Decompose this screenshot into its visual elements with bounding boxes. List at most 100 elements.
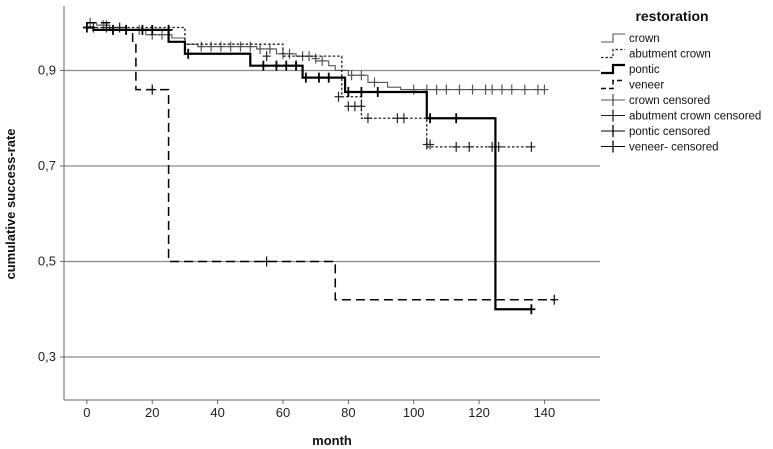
- censor-mark-abutment-crown: [357, 101, 366, 112]
- censor-mark-crown: [256, 43, 265, 54]
- censor-mark-crown: [318, 55, 327, 66]
- censor-mark-pontic: [184, 48, 193, 59]
- legend-entry: veneer- censored: [601, 140, 719, 154]
- legend-entry: crown: [601, 33, 660, 45]
- censor-mark-pontic: [301, 72, 310, 83]
- x-axis-title: month: [312, 433, 352, 448]
- legend-label: veneer: [629, 80, 664, 92]
- x-tick-label: 20: [145, 405, 159, 420]
- censor-mark-pontic: [164, 24, 173, 35]
- y-tick-label: 0,3: [38, 349, 56, 364]
- plot-area: [82, 17, 559, 315]
- x-tick-label: 80: [341, 405, 355, 420]
- censor-mark-pontic: [82, 22, 91, 33]
- legend-entry: pontic: [601, 63, 660, 76]
- censor-mark-crown: [207, 41, 216, 52]
- legend-entry: crown censored: [601, 94, 710, 107]
- x-ticks: 0 20 40 60 80 100 120 140: [83, 400, 555, 420]
- censor-mark-pontic: [314, 72, 323, 83]
- censor-mark-crown: [540, 84, 549, 95]
- x-tick-label: 40: [210, 405, 224, 420]
- censor-mark-pontic: [426, 113, 435, 124]
- censor-mark-veneer: [148, 84, 157, 95]
- censor-mark-crown: [455, 84, 464, 95]
- legend-entry: pontic censored: [601, 125, 710, 138]
- censor-mark-abutment-crown: [399, 113, 408, 124]
- censor-mark-abutment-crown: [363, 113, 372, 124]
- censor-mark-crown: [285, 48, 294, 59]
- censor-mark-pontic: [292, 60, 301, 71]
- censor-mark-pontic: [452, 113, 461, 124]
- y-gridlines: [64, 69, 600, 358]
- censor-mark-crown: [468, 84, 477, 95]
- censor-mark-abutment-crown: [452, 141, 461, 152]
- legend-symbol: [601, 94, 625, 106]
- censor-mark-crown: [311, 53, 320, 64]
- censor-mark-pontic: [282, 60, 291, 71]
- censor-mark-veneer: [262, 256, 271, 267]
- censor-mark-pontic: [138, 24, 147, 35]
- x-tick-label: 140: [534, 405, 556, 420]
- censor-mark-pontic: [259, 60, 268, 71]
- censor-mark-pontic: [373, 86, 382, 97]
- legend-title: restoration: [635, 8, 708, 24]
- y-ticks: 0,3 0,5 0,7 0,9: [38, 62, 64, 364]
- y-axis-title: cumulative success-rate: [3, 128, 18, 279]
- legend-label: veneer- censored: [629, 142, 719, 154]
- series-line-pontic: [86, 26, 532, 311]
- censor-mark-abutment-crown: [527, 141, 536, 152]
- legend-entry: abutment crown: [601, 49, 711, 61]
- legend-symbol: [601, 140, 625, 153]
- censor-mark-crown: [158, 29, 167, 40]
- censor-mark-crown: [409, 84, 418, 95]
- legend-label: crown: [629, 33, 660, 45]
- x-tick-label: 100: [403, 405, 425, 420]
- legend-symbol: [601, 79, 625, 90]
- x-tick-label: 0: [83, 405, 90, 420]
- legend-label: abutment crown censored: [629, 111, 761, 123]
- censor-mark-pontic: [148, 24, 157, 35]
- censor-mark-crown: [507, 84, 516, 95]
- censor-mark-abutment-crown: [465, 141, 474, 152]
- y-tick-label: 0,7: [38, 158, 56, 173]
- legend-label: pontic: [629, 64, 660, 76]
- legend-entry: veneer: [601, 80, 664, 92]
- series-line-veneer: [86, 21, 555, 301]
- censor-mark-crown: [497, 84, 506, 95]
- censor-mark-veneer: [550, 294, 559, 305]
- censor-mark-crown: [347, 70, 356, 81]
- censor-mark-crown: [357, 70, 366, 81]
- censor-mark-crown: [370, 77, 379, 88]
- legend-symbol: [601, 33, 625, 43]
- y-tick-label: 0,5: [38, 254, 56, 269]
- legend-entry: abutment crown censored: [601, 109, 761, 123]
- x-tick-label: 120: [468, 405, 490, 420]
- series-line-abutment-crown: [86, 26, 532, 148]
- censor-mark-pontic: [344, 86, 353, 97]
- censor-mark-crown: [488, 84, 497, 95]
- censor-mark-pontic: [272, 60, 281, 71]
- censor-mark-abutment-crown: [262, 51, 271, 62]
- censor-mark-abutment-crown: [334, 91, 343, 102]
- axes: [63, 6, 600, 401]
- censor-mark-crown: [246, 41, 255, 52]
- legend-label: pontic censored: [629, 126, 710, 138]
- legend-symbol: [601, 48, 625, 59]
- y-tick-label: 0,9: [38, 62, 56, 77]
- censor-mark-crown: [520, 84, 529, 95]
- legend: restoration crown abutment crown pontic ven…: [601, 8, 761, 154]
- censor-mark-crown: [432, 84, 441, 95]
- censor-mark-pontic: [324, 72, 333, 83]
- legend-symbol: [601, 109, 625, 122]
- legend-symbol: [601, 63, 625, 75]
- censor-mark-pontic: [357, 86, 366, 97]
- legend-label: abutment crown: [629, 49, 711, 61]
- censor-mark-crown: [265, 43, 274, 54]
- censor-mark-abutment-crown: [115, 22, 124, 33]
- censor-mark-crown: [226, 41, 235, 52]
- legend-symbol: [601, 125, 625, 137]
- censor-mark-abutment-crown: [426, 139, 435, 150]
- legend-label: crown censored: [629, 95, 710, 107]
- x-tick-label: 60: [276, 405, 290, 420]
